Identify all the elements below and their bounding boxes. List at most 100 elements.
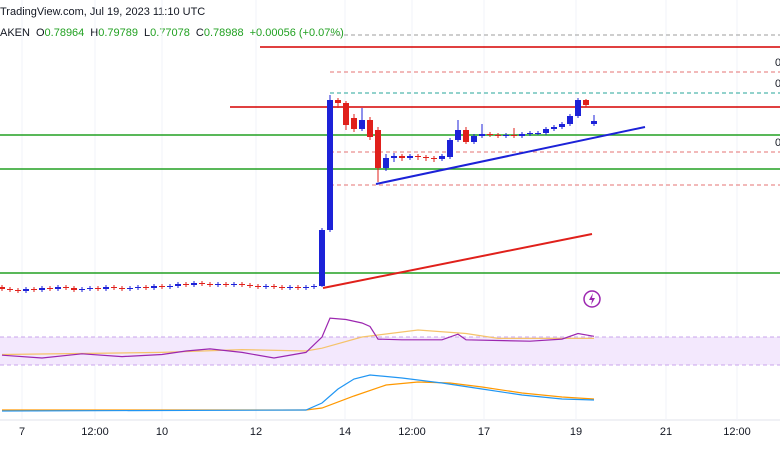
candle-body <box>31 289 37 290</box>
candle-body <box>303 287 309 288</box>
rsi-signal <box>1 329 594 356</box>
candle-body <box>175 284 181 286</box>
macd-line <box>1 374 595 412</box>
candle-body <box>167 286 173 287</box>
candle-body <box>79 289 85 290</box>
symbol: AKEN <box>0 27 30 39</box>
alert-bolt <box>589 293 595 305</box>
candle-body <box>527 133 533 134</box>
candle-body <box>103 287 109 289</box>
legend-value: 0.79789 <box>98 27 138 39</box>
x-tick-label: 17 <box>478 426 490 438</box>
candle-body <box>439 156 445 159</box>
candle-body <box>583 100 589 105</box>
legend-value: 0.77078 <box>150 27 190 39</box>
candle-body <box>215 284 221 285</box>
candle-body <box>319 230 325 286</box>
candle-body <box>135 287 141 288</box>
legend-key: H <box>90 27 98 39</box>
candle-body <box>295 287 301 288</box>
candle-body <box>567 116 573 124</box>
candle-body <box>311 286 317 287</box>
chart-title: TradingView.com, Jul 19, 2023 11:10 UTC <box>0 6 205 18</box>
candle-body <box>591 121 597 124</box>
alert-icon <box>583 290 601 308</box>
candle-body <box>575 100 581 116</box>
candle-body <box>471 136 477 142</box>
candle-body <box>159 286 165 287</box>
candle-body <box>63 287 69 288</box>
candle-body <box>55 287 61 289</box>
candle-body <box>287 287 293 288</box>
candle-body <box>431 158 437 159</box>
candle-body <box>23 289 29 291</box>
x-tick-label: 12 <box>250 426 262 438</box>
candle-body <box>15 290 21 291</box>
candle-body <box>239 284 245 285</box>
macd-signal <box>2 381 595 411</box>
candle-body <box>391 156 397 158</box>
candle-body <box>519 134 525 136</box>
legend-value: 0.78964 <box>45 27 85 39</box>
candle-body <box>247 285 253 286</box>
candle-body <box>511 135 517 136</box>
candle-body <box>271 286 277 287</box>
legend-key: O <box>36 27 45 39</box>
trendline <box>322 233 593 289</box>
candle-body <box>383 158 389 168</box>
candle-body <box>447 140 453 157</box>
level-label: 0 <box>775 137 780 149</box>
candle-body <box>327 100 333 230</box>
candle-body <box>191 283 197 285</box>
candle-body <box>223 284 229 285</box>
x-tick-label: 10 <box>156 426 168 438</box>
candle-body <box>39 288 45 290</box>
trendline <box>375 126 646 185</box>
candle-body <box>407 156 413 158</box>
legend-change: +0.00056 (+0.07%) <box>250 27 344 39</box>
legend-key: L <box>144 27 150 39</box>
candle-body <box>343 103 349 125</box>
candle-body <box>535 133 541 134</box>
x-tick-label: 19 <box>570 426 582 438</box>
candle-body <box>335 100 341 103</box>
candle-body <box>47 288 53 289</box>
candle-body <box>367 120 373 137</box>
candle-body <box>143 287 149 288</box>
level-label: 0 <box>775 57 780 69</box>
candle-body <box>231 284 237 285</box>
candle-body <box>415 156 421 157</box>
candle-body <box>255 286 261 287</box>
candle-body <box>263 286 269 287</box>
candle-body <box>71 288 77 290</box>
candle-body <box>479 134 485 136</box>
candle-body <box>551 127 557 129</box>
candle-body <box>95 288 101 289</box>
candle-body <box>543 129 549 133</box>
candle-body <box>127 288 133 289</box>
rsi-line <box>1 317 595 359</box>
candle-body <box>495 135 501 136</box>
candle-body <box>0 287 5 289</box>
candle-body <box>503 135 509 136</box>
x-tick-label: 12:00 <box>398 426 426 438</box>
legend-value: 0.78988 <box>204 27 244 39</box>
x-tick-label: 7 <box>19 426 25 438</box>
candle-body <box>351 118 357 129</box>
candle-body <box>279 287 285 288</box>
x-tick-label: 12:00 <box>81 426 109 438</box>
candle-body <box>423 157 429 158</box>
candle-body <box>463 130 469 142</box>
candle-body <box>111 287 117 288</box>
legend-key: C <box>196 27 204 39</box>
candle-body <box>207 284 213 285</box>
level-label: 0 <box>775 78 780 90</box>
candle-body <box>119 288 125 289</box>
candle-body <box>151 286 157 288</box>
candle-body <box>375 130 381 168</box>
candle-body <box>487 134 493 135</box>
x-tick-label: 12:00 <box>723 426 751 438</box>
